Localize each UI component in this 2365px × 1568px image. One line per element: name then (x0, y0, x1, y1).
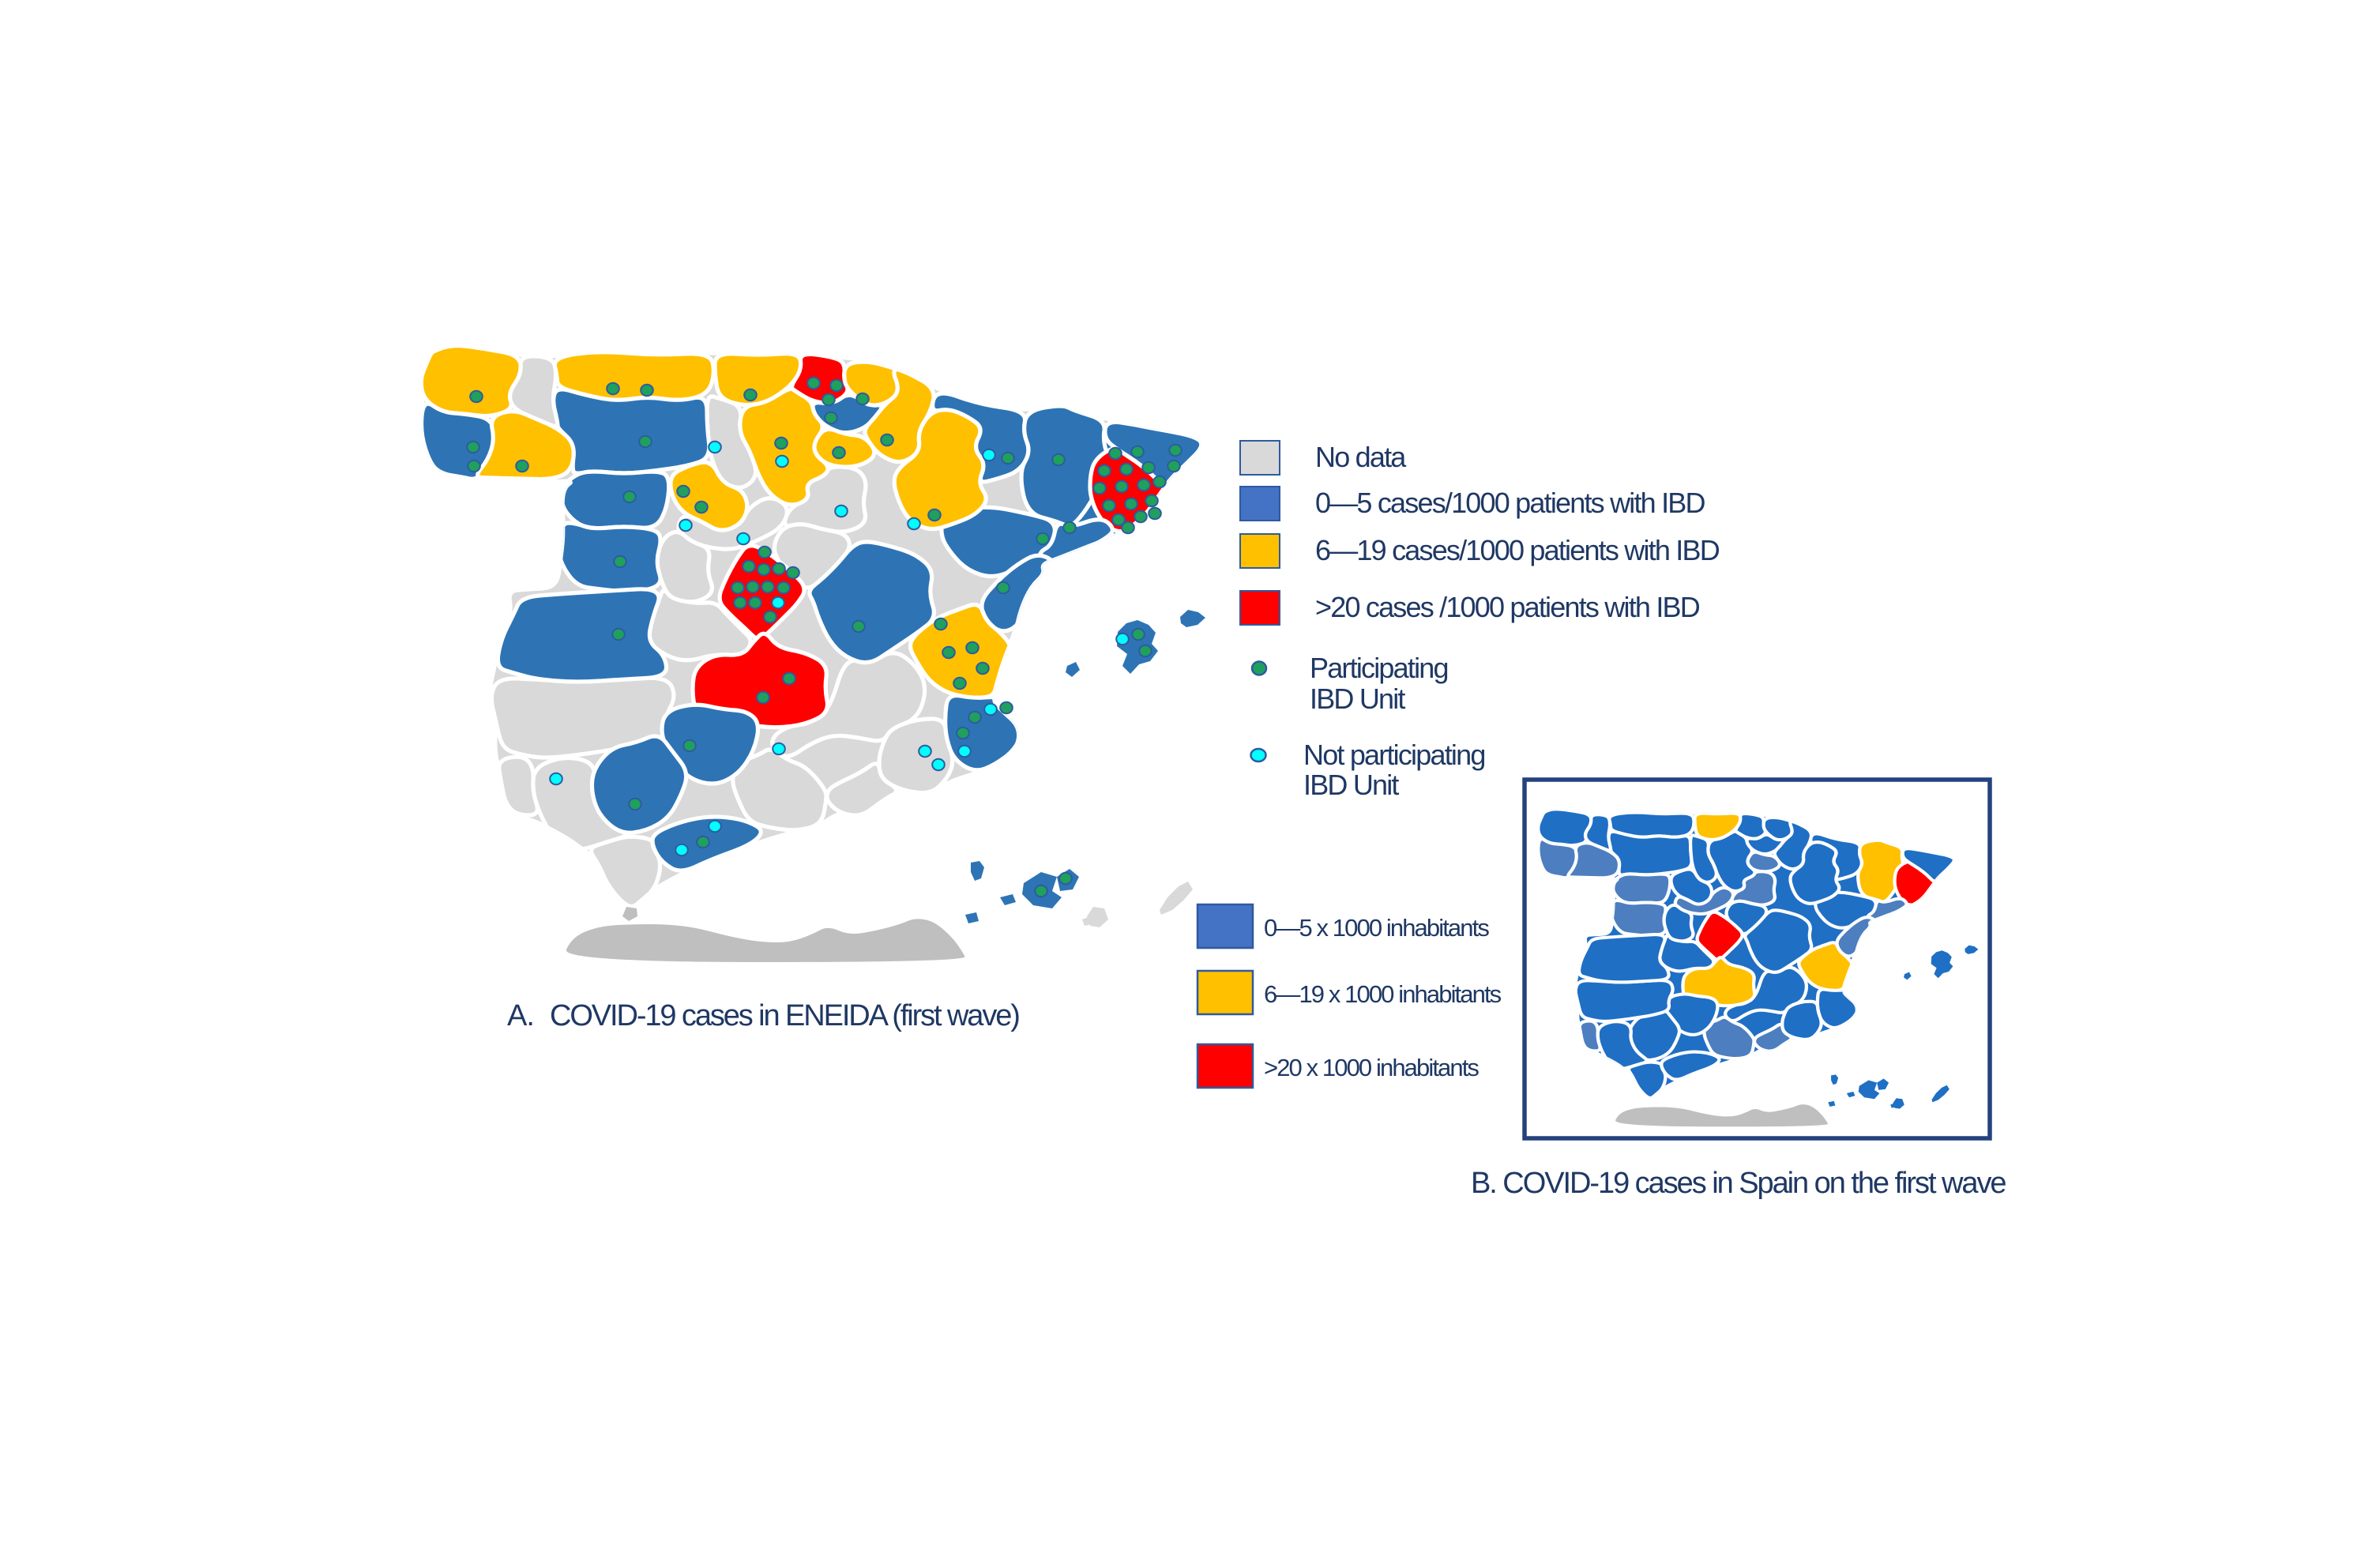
svg-text:>20 cases /1000 patients with: >20 cases /1000 patients with IBD (1315, 591, 1700, 623)
svg-text:0—5 cases/1000 patients with I: 0—5 cases/1000 patients with IBD (1315, 487, 1705, 519)
svg-text:No data: No data (1315, 441, 1407, 473)
svg-text:IBD Unit: IBD Unit (1303, 769, 1399, 801)
svg-text:6—19 cases/1000 patients with: 6—19 cases/1000 patients with IBD (1315, 534, 1720, 566)
svg-text:6—19 x 1000 inhabitants: 6—19 x 1000 inhabitants (1264, 980, 1502, 1008)
svg-text:IBD Unit: IBD Unit (1310, 682, 1405, 715)
svg-text:COVID-19 cases in ENEIDA (firs: COVID-19 cases in ENEIDA (first wave) (550, 999, 1019, 1032)
svg-text:0—5 x 1000 inhabitants: 0—5 x 1000 inhabitants (1264, 914, 1489, 942)
svg-text:A.: A. (507, 999, 534, 1032)
svg-text:Not participating: Not participating (1303, 739, 1485, 771)
svg-text:Participating: Participating (1310, 652, 1448, 684)
svg-text:B. COVID-19 cases in Spain on: B. COVID-19 cases in Spain on the first … (1471, 1167, 2006, 1200)
svg-text:>20 x 1000 inhabitants: >20 x 1000 inhabitants (1264, 1054, 1479, 1081)
